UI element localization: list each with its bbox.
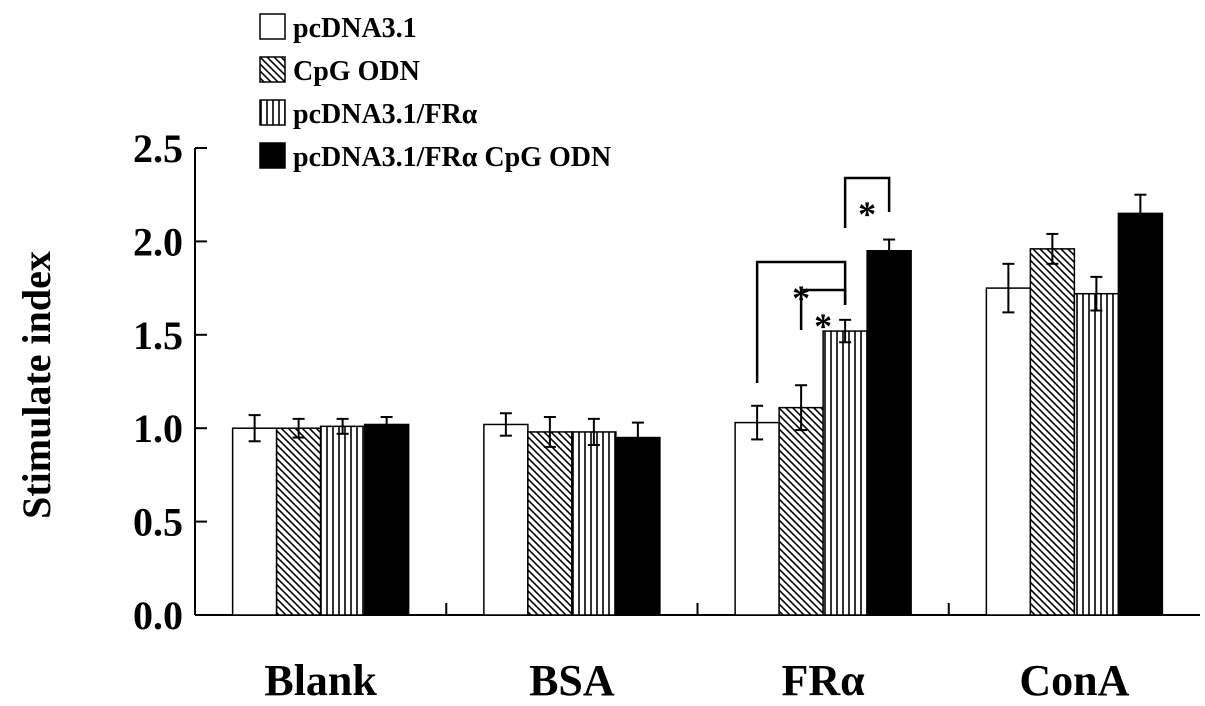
bar (866, 249, 912, 616)
legend-label: pcDNA3.1/FRα CpG ODN (293, 142, 611, 173)
bar (231, 427, 278, 616)
x-category-label: BSA (529, 656, 615, 705)
bar (527, 431, 573, 616)
bar (1029, 248, 1076, 616)
significance-annotations: *** (755, 176, 891, 383)
legend-label: pcDNA3.1/FRα (293, 99, 478, 130)
bar (363, 423, 410, 616)
bar (778, 406, 824, 616)
significance-star: * (858, 194, 876, 234)
x-axis-labels: Blank BSA FRα ConA (264, 656, 1129, 705)
legend-label: pcDNA3.1 (293, 13, 417, 44)
bar (985, 287, 1032, 616)
y-tick-label: 1.0 (133, 406, 183, 451)
y-axis-ticks: 0.0 0.5 1.0 1.5 2.0 2.5 (133, 126, 207, 638)
y-tick-label: 2.5 (133, 126, 183, 171)
legend-label: CpG ODN (293, 56, 420, 87)
bar (734, 421, 780, 616)
y-tick-label: 0.5 (133, 500, 183, 545)
bar (319, 425, 366, 616)
significance-star: * (814, 306, 832, 346)
significance-bracket (799, 288, 847, 330)
legend: pcDNA3.1 CpG ODN pcDNA3.1/FRα pcDNA3.1/FRα … (259, 13, 611, 173)
y-tick-label: 1.5 (133, 313, 183, 358)
bar (275, 427, 322, 616)
plot-area (194, 148, 1200, 616)
x-category-label: ConA (1019, 656, 1129, 705)
y-axis-label: Stimulate index (14, 251, 59, 519)
y-tick-label: 0.0 (133, 593, 183, 638)
x-category-label: FRα (782, 656, 866, 705)
bar (615, 436, 661, 616)
x-category-label: Blank (264, 656, 377, 705)
significance-bracket (843, 176, 891, 228)
legend-swatch (259, 13, 286, 40)
bar (483, 423, 529, 616)
legend-swatch (259, 99, 286, 126)
bar (1073, 292, 1120, 616)
y-tick-label: 2.0 (133, 219, 183, 264)
significance-bracket (755, 260, 847, 383)
legend-swatch (259, 142, 286, 169)
bar (571, 431, 617, 616)
bar (822, 330, 868, 616)
legend-swatch (259, 56, 286, 83)
bar (1117, 212, 1164, 616)
